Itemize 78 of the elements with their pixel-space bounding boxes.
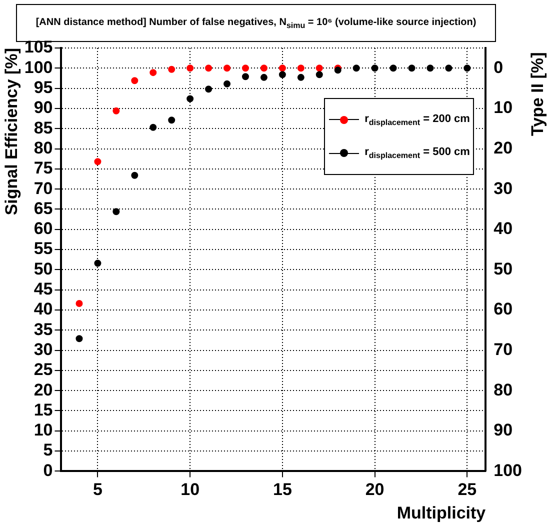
point	[76, 335, 83, 342]
x-axis-title: Multiplicity	[396, 503, 486, 522]
x-tick-label: 15	[272, 480, 292, 500]
point	[112, 208, 120, 216]
point	[131, 77, 138, 84]
y2-tick-label: 0	[494, 58, 504, 77]
point	[278, 64, 286, 72]
point	[205, 64, 212, 72]
y-tick-label: 25	[34, 360, 53, 380]
y-tick-label: 50	[34, 259, 53, 278]
legend-label: r$_{displacement}$ = 200 cm	[364, 112, 470, 127]
y2-tick-label: 70	[494, 340, 513, 359]
legend-label: r$_{displacement}$ = 500 cm	[364, 146, 470, 160]
x-tick-label: 25	[458, 480, 477, 500]
point	[260, 64, 268, 72]
point	[316, 64, 323, 72]
x-tick-label: 5	[92, 480, 102, 500]
point	[186, 95, 194, 102]
y2-tick-label: 80	[494, 380, 513, 400]
y-tick-label: 30	[34, 340, 53, 359]
y-tick-label: 95	[34, 78, 53, 97]
x-tick-label: 10	[180, 480, 200, 500]
point	[76, 300, 83, 308]
y-tick-label: 85	[34, 118, 53, 138]
y-tick-label: 90	[34, 98, 53, 118]
point	[390, 64, 397, 72]
point	[150, 124, 157, 131]
point	[242, 64, 249, 72]
y-tick-label: 45	[34, 280, 53, 299]
point	[260, 74, 268, 81]
y-tick-label: 10	[34, 420, 53, 440]
y2-tick-label: 40	[494, 219, 513, 238]
y-tick-label: 35	[34, 320, 53, 339]
point	[224, 80, 231, 88]
y2-tick-label: 20	[494, 138, 513, 158]
y2-tick-label: 30	[494, 178, 513, 198]
y2-tick-label: 50	[494, 259, 513, 278]
y2-tick-label: 10	[494, 98, 513, 118]
point	[205, 86, 212, 93]
y-tick-label: 75	[34, 158, 53, 178]
point	[426, 64, 434, 72]
y-tick-label: 55	[34, 239, 53, 258]
chart-title: [ANN distance method] Number of false negatives, N$_{simu}$ = 10⁶ (volume-like source injection)	[36, 16, 476, 30]
point	[352, 64, 360, 72]
point	[150, 69, 157, 76]
x-tick-label: 20	[365, 480, 384, 500]
point	[94, 158, 102, 166]
point	[131, 172, 138, 179]
point	[278, 71, 286, 78]
point	[168, 66, 176, 73]
point	[316, 71, 323, 78]
y-tick-label: 20	[34, 380, 53, 400]
y-axis-title: Signal Efficiency [%]	[2, 48, 21, 216]
point	[186, 64, 194, 72]
point	[297, 74, 304, 81]
point	[371, 64, 378, 72]
point	[464, 64, 471, 72]
point	[94, 260, 102, 267]
point	[242, 73, 249, 80]
y-tick-label: 80	[34, 138, 53, 158]
y-tick-label: 5	[43, 440, 53, 460]
y-tick-label: 15	[34, 400, 53, 420]
point	[445, 64, 452, 72]
y-tick-label: 70	[34, 178, 53, 198]
y-tick-label: 40	[34, 300, 53, 319]
point	[168, 116, 176, 124]
point	[224, 64, 231, 72]
y-tick-label: 65	[34, 198, 53, 218]
y-tick-label: 100	[24, 58, 53, 77]
y2-tick-label: 100	[494, 460, 522, 480]
y2-axis-title: Type II [%]	[528, 52, 548, 136]
point	[297, 64, 304, 72]
point	[408, 64, 416, 72]
y-tick-label: 60	[34, 219, 53, 238]
y2-tick-label: 90	[494, 420, 513, 440]
y-tick-label: 0	[43, 460, 53, 480]
y2-tick-label: 60	[494, 300, 513, 319]
point	[112, 107, 120, 114]
